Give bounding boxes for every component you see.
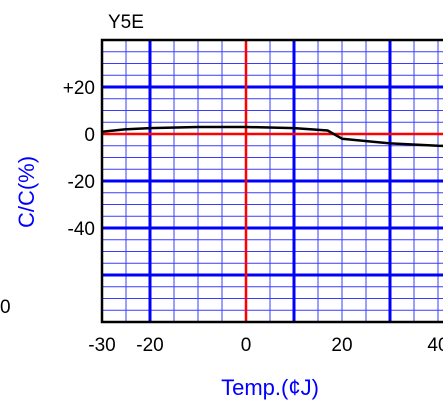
y-tick-label: +20 — [63, 78, 95, 99]
series-line — [101, 125, 443, 148]
x-tick-label: 20 — [331, 335, 352, 356]
plot-frame — [100, 38, 443, 324]
x-tick-label: 40 — [427, 335, 443, 356]
y-tick-label: 0 — [84, 125, 95, 146]
y-axis-ticks: +20 0 -20 -40 — [63, 78, 95, 240]
x-axis-title: Temp.(¢J) — [221, 375, 319, 400]
y-tick-label: -20 — [68, 172, 95, 193]
grid — [100, 38, 443, 324]
chart-title: Y5E — [108, 12, 144, 33]
y-tick-label: -40 — [68, 219, 95, 240]
x-tick-label: -20 — [136, 335, 163, 356]
curve-layer — [101, 125, 443, 148]
y-axis-title: C/C(%) — [14, 156, 39, 228]
x-tick-label: 0 — [241, 335, 252, 356]
x-axis-ticks: -30-20020406080 — [88, 335, 443, 356]
clipped-left-label: 0 — [0, 297, 11, 318]
x-tick-label: -30 — [88, 335, 115, 356]
